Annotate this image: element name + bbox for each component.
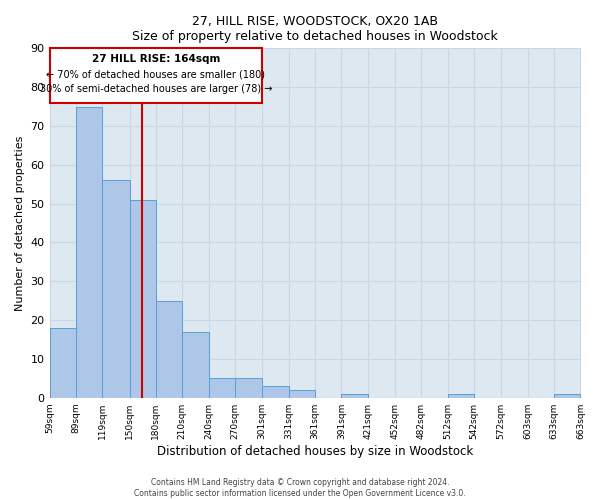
Bar xyxy=(448,394,474,398)
Bar xyxy=(182,332,209,398)
Bar xyxy=(50,48,262,102)
Bar xyxy=(76,106,102,398)
Title: 27, HILL RISE, WOODSTOCK, OX20 1AB
Size of property relative to detached houses : 27, HILL RISE, WOODSTOCK, OX20 1AB Size … xyxy=(132,15,498,43)
Text: 30% of semi-detached houses are larger (78) →: 30% of semi-detached houses are larger (… xyxy=(40,84,272,94)
X-axis label: Distribution of detached houses by size in Woodstock: Distribution of detached houses by size … xyxy=(157,444,473,458)
Text: Contains HM Land Registry data © Crown copyright and database right 2024.
Contai: Contains HM Land Registry data © Crown c… xyxy=(134,478,466,498)
Bar xyxy=(102,180,130,398)
Bar xyxy=(289,390,315,398)
Bar xyxy=(235,378,262,398)
Bar xyxy=(341,394,368,398)
Bar xyxy=(262,386,289,398)
Text: ← 70% of detached houses are smaller (180): ← 70% of detached houses are smaller (18… xyxy=(46,70,265,80)
Bar xyxy=(156,300,182,398)
Bar xyxy=(209,378,235,398)
Bar xyxy=(130,200,156,398)
Text: 27 HILL RISE: 164sqm: 27 HILL RISE: 164sqm xyxy=(92,54,220,64)
Y-axis label: Number of detached properties: Number of detached properties xyxy=(15,136,25,310)
Bar xyxy=(50,328,76,398)
Bar xyxy=(554,394,580,398)
